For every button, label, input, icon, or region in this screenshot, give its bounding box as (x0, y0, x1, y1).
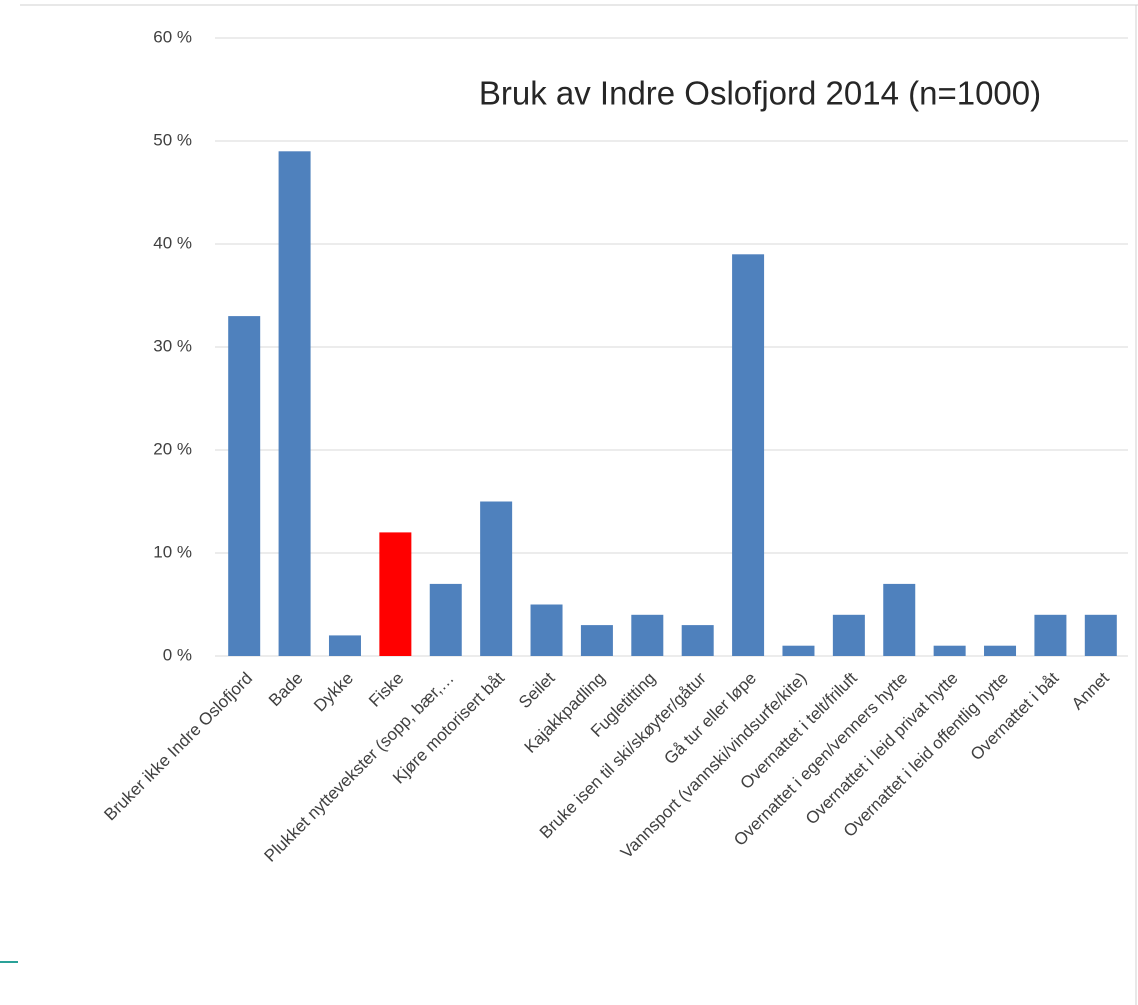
y-tick-label: 30 % (153, 336, 192, 355)
y-tick-label: 10 % (153, 542, 192, 561)
y-tick-label: 40 % (153, 233, 192, 252)
x-tick-label: Gå tur eller løpe (660, 669, 760, 769)
y-tick-label: 50 % (153, 130, 192, 149)
x-tick-label: Vannsport (vannski/vindsurfe/kite) (617, 669, 811, 863)
bar (933, 645, 966, 656)
y-tick-label: 20 % (153, 439, 192, 458)
bar (732, 254, 765, 657)
chart-title: Bruk av Indre Oslofjord 2014 (n=1000) (479, 75, 1041, 112)
bar (530, 604, 563, 656)
bar (580, 625, 613, 656)
bar (984, 645, 1017, 656)
bar (379, 532, 412, 656)
bar (832, 614, 865, 656)
bar (782, 645, 815, 656)
bar (328, 635, 361, 656)
bar (480, 501, 513, 656)
x-tick-label: Fiske (365, 669, 407, 711)
x-tick-label: Dykke (310, 669, 357, 716)
y-tick-label: 60 % (153, 27, 192, 46)
bar (429, 583, 462, 656)
y-tick-label: 0 % (163, 645, 192, 664)
bar (228, 316, 261, 656)
bar (1084, 614, 1117, 656)
bar (278, 151, 311, 657)
x-tick-label: Seilet (515, 668, 559, 712)
bar (883, 583, 916, 656)
x-tick-label: Overnattet i båt (967, 668, 1063, 764)
bar (681, 625, 714, 656)
bar (1034, 614, 1067, 656)
x-tick-label: Bade (265, 669, 307, 711)
x-tick-label: Bruker ikke Indre Oslofjord (100, 669, 256, 825)
x-tick-label: Annet (1068, 668, 1113, 713)
bar (631, 614, 664, 656)
